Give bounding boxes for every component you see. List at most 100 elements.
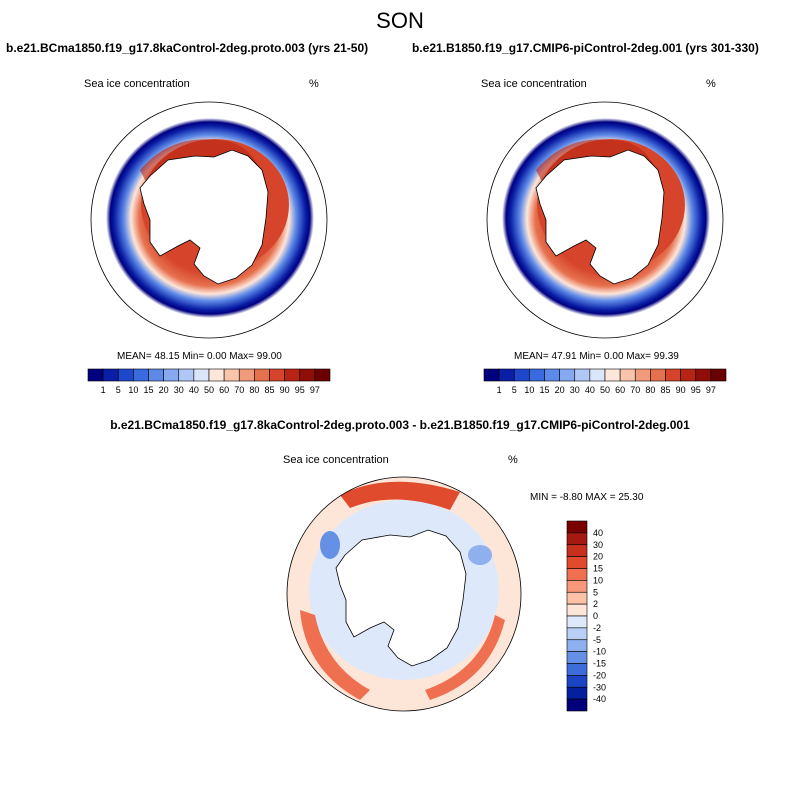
- panel3-stats: MIN = -8.80 MAX = 25.30: [530, 492, 644, 503]
- panel2-colorbar-tick-label: 97: [706, 385, 716, 395]
- panel2-colorbar-swatch: [589, 368, 606, 382]
- panel2-colorbar-tick-label: 30: [570, 385, 580, 395]
- panel2-colorbar-swatch: [604, 368, 621, 382]
- panel3-colorbar-tick-label: 40: [593, 528, 603, 538]
- panel1-colorbar-swatch: [178, 368, 195, 382]
- panel1-colorbar-swatch: [314, 368, 331, 382]
- panel3-colorbar-tick-label: -20: [593, 670, 606, 680]
- panel1-colorbar-tick-label: 30: [174, 385, 184, 395]
- figure-title: SON: [376, 8, 424, 33]
- panel1-colorbar-swatch: [223, 368, 240, 382]
- panel3-colorbar-swatch: [566, 698, 588, 712]
- panel2-colorbar-swatch: [650, 368, 666, 382]
- panel1-colorbar-swatch: [208, 368, 225, 382]
- panel3-colorbar-swatch: [566, 520, 588, 534]
- panel3-variable-label: Sea ice concentration: [283, 454, 389, 466]
- panel3-colorbar-swatch: [566, 591, 588, 605]
- panel1-map: [90, 101, 328, 339]
- panel2-colorbar-tick-label: 50: [600, 385, 610, 395]
- panel2-colorbar-swatch: [483, 368, 500, 382]
- panel2-title: b.e21.B1850.f19_g17.CMIP6-piControl-2deg…: [412, 41, 759, 55]
- panel3-colorbar-swatch: [566, 663, 588, 676]
- panel2-map: [486, 101, 724, 339]
- panel2-colorbar-swatch: [559, 368, 576, 382]
- panel2-stats: MEAN= 47.91 Min= 0.00 Max= 99.39: [514, 351, 679, 362]
- panel2-colorbar-tick-label: 20: [555, 385, 565, 395]
- panel2-colorbar-tick-label: 85: [660, 385, 670, 395]
- panel2-units-label: %: [706, 78, 716, 90]
- panel1-colorbar-swatch: [193, 368, 210, 382]
- panel1-colorbar-swatch: [148, 368, 164, 382]
- panel1-colorbar-tick-label: 97: [310, 385, 320, 395]
- panel1-colorbar: 1 5 10 15 20 30 40 50 60 70 80 85 90 95 97: [87, 368, 331, 395]
- panel2-colorbar-swatch: [680, 368, 697, 382]
- panel3-colorbar-swatch: [566, 544, 588, 557]
- panel2-colorbar-swatch: [513, 368, 530, 382]
- panel1-title: b.e21.BCma1850.f19_g17.8kaControl-2deg.p…: [6, 41, 369, 55]
- panel1-colorbar-swatch: [299, 368, 316, 382]
- panel1-colorbar-tick-label: 95: [295, 385, 305, 395]
- panel1-colorbar-tick-label: 10: [128, 385, 138, 395]
- panel3-colorbar-tick-label: -2: [593, 623, 601, 633]
- panel1-colorbar-tick-label: 80: [249, 385, 259, 395]
- panel2-colorbar-swatch: [665, 368, 681, 382]
- panel2-colorbar-swatch: [619, 368, 636, 382]
- panel3-colorbar-swatch: [566, 651, 588, 664]
- panel1-variable-label: Sea ice concentration: [84, 78, 190, 90]
- panel2-colorbar-swatch: [529, 368, 545, 382]
- panel3-colorbar-tick-label: 15: [593, 564, 603, 574]
- panel3-colorbar-tick-label: 2: [593, 599, 598, 609]
- panel2-colorbar-swatch: [634, 368, 651, 382]
- panel3-colorbar-swatch: [566, 580, 588, 593]
- panel3-colorbar-swatch: [566, 532, 588, 546]
- panel1-colorbar-swatch: [238, 368, 255, 382]
- panel1-colorbar-swatch: [269, 368, 285, 382]
- panel3-colorbar-swatch: [566, 627, 588, 641]
- panel2-colorbar-tick-label: 15: [539, 385, 549, 395]
- panel2-variable-label: Sea ice concentration: [481, 78, 587, 90]
- panel1-colorbar-swatch: [254, 368, 270, 382]
- panel3-title: b.e21.BCma1850.f19_g17.8kaControl-2deg.p…: [110, 418, 690, 432]
- panel3-colorbar-swatch: [566, 639, 588, 652]
- panel3-colorbar-tick-label: -10: [593, 647, 606, 657]
- panel3-colorbar-tick-label: -5: [593, 635, 601, 645]
- panel3-colorbar-tick-label: 5: [593, 587, 598, 597]
- panel2-colorbar: 1 5 10 15 20 30 40 50 60 70 80 85 90 95 97: [483, 368, 727, 395]
- panel1-colorbar-tick-label: 60: [219, 385, 229, 395]
- panel1-colorbar-tick-label: 15: [143, 385, 153, 395]
- panel1-stats: MEAN= 48.15 Min= 0.00 Max= 99.00: [117, 351, 282, 362]
- panel2-colorbar-swatch: [544, 368, 560, 382]
- panel1-antarctica: [139, 149, 269, 285]
- panel1-colorbar-tick-label: 85: [264, 385, 274, 395]
- panel1-colorbar-tick-label: 40: [189, 385, 199, 395]
- panel3-colorbar-tick-label: 10: [593, 575, 603, 585]
- panel3-colorbar-swatch: [566, 675, 588, 688]
- panel3-colorbar-tick-label: -40: [593, 694, 606, 704]
- panel3-colorbar-swatch: [566, 603, 588, 617]
- panel2-colorbar-tick-label: 1: [497, 385, 502, 395]
- panel1-colorbar-tick-label: 90: [280, 385, 290, 395]
- panel1-colorbar-tick-label: 70: [234, 385, 244, 395]
- panel3-colorbar-tick-label: -30: [593, 682, 606, 692]
- panel3-colorbar-swatch: [566, 686, 588, 700]
- panel2-colorbar-tick-label: 40: [585, 385, 595, 395]
- panel1-colorbar-swatch: [133, 368, 149, 382]
- panel2-antarctica: [535, 149, 665, 285]
- panel2-colorbar-swatch: [695, 368, 712, 382]
- panel2-colorbar-tick-label: 5: [512, 385, 517, 395]
- panel1-units-label: %: [309, 78, 319, 90]
- panel2-colorbar-tick-label: 95: [691, 385, 701, 395]
- panel3-colorbar-tick-label: 20: [593, 552, 603, 562]
- panel3-colorbar-tick-label: 30: [593, 540, 603, 550]
- panel3-colorbar-tick-label: -15: [593, 659, 606, 669]
- panel1-colorbar-swatch: [117, 368, 134, 382]
- panel3-units-label: %: [508, 454, 518, 466]
- panel1-colorbar-swatch: [102, 368, 119, 382]
- panel1-colorbar-tick-label: 1: [101, 385, 106, 395]
- panel2-colorbar-tick-label: 70: [630, 385, 640, 395]
- panel2-colorbar-tick-label: 60: [615, 385, 625, 395]
- panel3-antarctica: [335, 529, 467, 667]
- panel2-colorbar-swatch: [498, 368, 515, 382]
